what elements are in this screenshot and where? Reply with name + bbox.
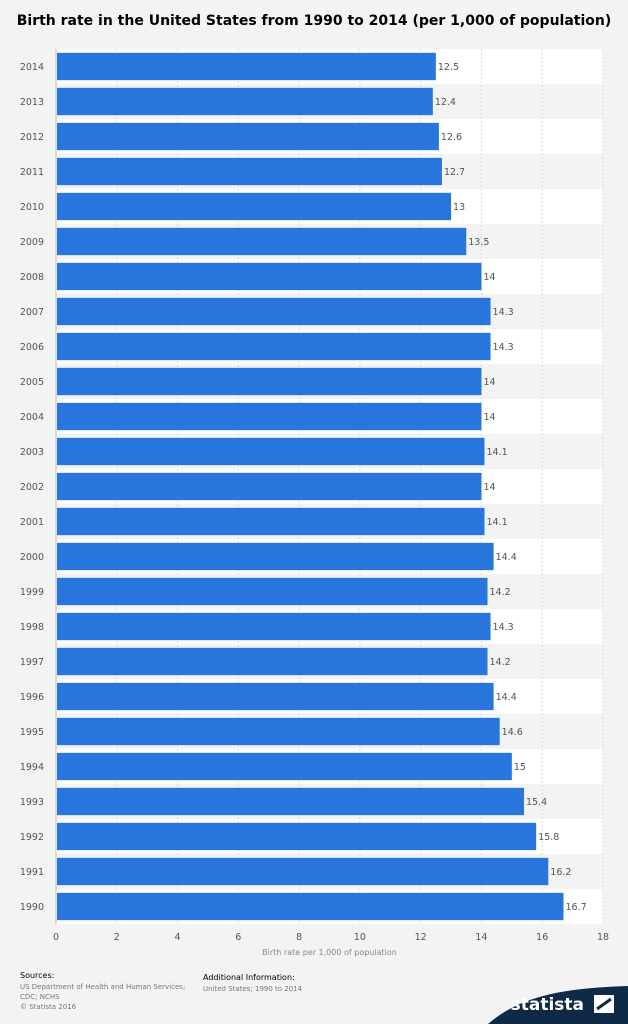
data-label: 16.7 — [565, 902, 586, 913]
x-tick-label: 2 — [114, 932, 120, 943]
bar — [57, 787, 524, 816]
x-tick-label: 14 — [475, 932, 487, 943]
bar — [57, 192, 452, 221]
category-label: 1996 — [20, 692, 44, 703]
data-label: 14.1 — [486, 447, 507, 458]
bar — [57, 822, 537, 851]
data-label: 14.4 — [496, 692, 517, 703]
bar — [57, 857, 549, 886]
statista-logo-icon — [594, 995, 614, 1013]
category-label: 1999 — [20, 587, 44, 598]
category-label: 2012 — [20, 132, 44, 143]
data-label: 14.3 — [493, 307, 514, 318]
sources-label: Sources: — [20, 971, 55, 980]
data-label: 12.4 — [435, 97, 456, 108]
category-label: 2010 — [20, 202, 44, 213]
bar — [57, 647, 488, 676]
category-label: 2014 — [20, 62, 44, 73]
category-label: 1995 — [20, 727, 44, 738]
x-axis-title: Birth rate per 1,000 of population — [262, 948, 397, 957]
data-label: 14.6 — [502, 727, 523, 738]
category-label: 2002 — [20, 482, 44, 493]
bar — [57, 157, 442, 186]
x-tick-label: 10 — [354, 932, 366, 943]
data-label: 15.4 — [526, 797, 547, 808]
bar — [57, 87, 433, 116]
bar — [57, 227, 467, 256]
data-label: 14.3 — [493, 622, 514, 633]
data-label: 14 — [483, 377, 495, 388]
data-label: 13.5 — [468, 237, 489, 248]
x-tick-label: 0 — [53, 932, 59, 943]
copyright-text: © Statista 2016 — [20, 1003, 77, 1011]
category-label: 2006 — [20, 342, 44, 353]
data-label: 12.6 — [441, 132, 462, 143]
bar — [57, 472, 482, 501]
x-tick-label: 18 — [597, 932, 609, 943]
category-label: 1994 — [20, 762, 44, 773]
bar — [57, 437, 485, 466]
category-label: 2008 — [20, 272, 44, 283]
bar-chart: 12.5201412.4201312.6201212.7201113201013… — [20, 49, 609, 957]
bar — [57, 122, 439, 151]
category-label: 1990 — [20, 902, 44, 913]
additional-info-text: United States; 1990 to 2014 — [203, 985, 303, 993]
brand-name: statista — [510, 995, 584, 1015]
category-label: 2001 — [20, 517, 44, 528]
x-tick-label: 8 — [296, 932, 302, 943]
category-label: 1992 — [20, 832, 44, 843]
bar — [57, 542, 494, 571]
bar — [57, 297, 491, 326]
bar — [57, 892, 564, 921]
category-label: 2004 — [20, 412, 44, 423]
bar — [57, 332, 491, 361]
additional-info-label: Additional Information: — [203, 973, 295, 982]
x-tick-label: 6 — [235, 932, 241, 943]
x-tick-label: 4 — [175, 932, 181, 943]
category-label: 1997 — [20, 657, 44, 668]
category-label: 2009 — [20, 237, 44, 248]
sources-text: US Department of Health and Human Servic… — [20, 983, 186, 1001]
data-label: 14.2 — [490, 657, 511, 668]
bar — [57, 577, 488, 606]
bar — [57, 717, 500, 746]
data-label: 14 — [483, 412, 495, 423]
data-label: 15.8 — [538, 832, 559, 843]
category-label: 1993 — [20, 797, 44, 808]
bar — [57, 262, 482, 291]
data-label: 14.3 — [493, 342, 514, 353]
data-label: 15 — [514, 762, 526, 773]
x-tick-label: 12 — [415, 932, 427, 943]
data-label: 13 — [453, 202, 465, 213]
data-label: 14.2 — [490, 587, 511, 598]
bar — [57, 367, 482, 396]
bar — [57, 52, 436, 81]
category-label: 1998 — [20, 622, 44, 633]
data-label: 14 — [483, 482, 495, 493]
category-label: 2005 — [20, 377, 44, 388]
bar — [57, 752, 512, 781]
category-label: 2000 — [20, 552, 44, 563]
bar — [57, 507, 485, 536]
category-label: 2007 — [20, 307, 44, 318]
category-label: 2003 — [20, 447, 44, 458]
data-label: 12.7 — [444, 167, 465, 178]
data-label: 14.4 — [496, 552, 517, 563]
category-label: 1991 — [20, 867, 44, 878]
bar — [57, 682, 494, 711]
x-tick-label: 16 — [536, 932, 548, 943]
category-label: 2013 — [20, 97, 44, 108]
data-label: 16.2 — [550, 867, 571, 878]
data-label: 12.5 — [438, 62, 459, 73]
statista-logo[interactable]: statista — [488, 978, 628, 1024]
category-label: 2011 — [20, 167, 44, 178]
data-label: 14 — [483, 272, 495, 283]
brand-wave-shape — [488, 986, 628, 1024]
data-label: 14.1 — [486, 517, 507, 528]
bar — [57, 612, 491, 641]
chart-title: Birth rate in the United States from 199… — [16, 13, 612, 29]
bar — [57, 402, 482, 431]
